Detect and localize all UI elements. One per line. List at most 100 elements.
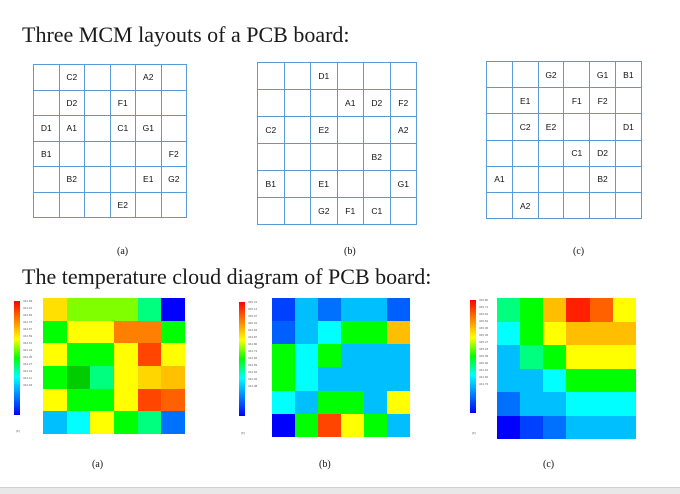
legend-ticks-c: 345.80 345.71 345.62 345.54 345.45 345.36 345.…	[479, 297, 488, 388]
layout-grid-c: G2 G1 B1 E1 F1 F2 C2 E2 D1 C1 D2 A1 B2 A2	[486, 61, 642, 220]
heatmap-cell	[66, 365, 91, 389]
heatmap-cell	[387, 390, 410, 414]
layout-cell	[512, 62, 539, 89]
heatmap-cell	[387, 413, 410, 437]
layout-cell	[258, 198, 285, 225]
legend-tick-label: 344.99	[23, 299, 33, 303]
heatmap-cell	[318, 413, 341, 437]
legend-tick-label: 344.67	[23, 327, 33, 331]
legend-tick-label: 345.71	[479, 305, 489, 309]
heatmap-cell	[66, 320, 91, 344]
heatmap-cell	[543, 392, 567, 416]
heatmap-cell	[161, 365, 185, 389]
heatmap-b	[272, 298, 410, 437]
legend-tick-label: 344.91	[479, 368, 489, 372]
color-legend-b	[239, 302, 245, 416]
layout-cell: C1	[364, 198, 391, 225]
legend-tick-label: 344.73	[248, 349, 258, 353]
heatmap-cell	[566, 392, 590, 416]
layout-cell: D1	[615, 114, 642, 141]
heatmap-cell	[43, 320, 67, 344]
layout-cell	[615, 192, 642, 220]
heatmap-cell	[341, 298, 364, 322]
heatmap-cell	[272, 390, 295, 414]
layout-cell	[390, 63, 417, 90]
heatmap-cell	[520, 298, 544, 322]
heatmap-cell	[543, 298, 567, 322]
layout-cell: C2	[258, 117, 285, 144]
legend-tick-label: 345.18	[479, 347, 489, 351]
legend-tick-label: 344.11	[23, 376, 32, 380]
heatmap-cell	[90, 343, 114, 366]
heatmap-cell	[90, 365, 114, 389]
heatmap-cell	[272, 367, 295, 391]
layout-cell	[512, 166, 539, 193]
heatmap-cell	[66, 388, 91, 412]
legend-tick-label: 345.14	[248, 307, 258, 311]
legend-unit-c: [K]	[472, 431, 476, 435]
layout-cell: B1	[258, 171, 285, 198]
layout-cell: F1	[564, 88, 591, 115]
legend-tick-label: 344.87	[248, 335, 258, 339]
heatmap-cell	[318, 298, 341, 322]
layout-caption-c: (c)	[573, 246, 585, 257]
heatmap-cell	[589, 415, 613, 439]
legend-tick-label: 345.21	[248, 300, 258, 304]
layout-cell: D1	[34, 116, 60, 142]
layout-cell: A2	[136, 65, 162, 91]
legend-tick-label: 344.91	[23, 306, 33, 310]
layout-cell: B2	[590, 166, 616, 193]
heatmap-cell	[612, 392, 636, 416]
layout-cell: B1	[615, 62, 642, 89]
layout-cell	[284, 117, 311, 144]
heatmap-cell	[137, 320, 162, 344]
layout-cell	[390, 198, 417, 225]
heatmap-cell	[387, 344, 410, 368]
layout-caption-b: (b)	[344, 246, 356, 257]
layout-cell	[538, 166, 565, 193]
heatmap-cell	[137, 388, 162, 412]
layout-cell	[337, 171, 364, 198]
layout-cell: C2	[59, 65, 85, 91]
heatmap-cell	[364, 413, 387, 437]
legend-tick-label: 344.03	[23, 383, 33, 387]
heatmap-cell	[612, 321, 636, 345]
legend-tick-label: 345.27	[479, 340, 489, 344]
layout-cell	[487, 88, 513, 115]
layout-cell	[590, 192, 616, 220]
layout-cell	[337, 144, 364, 171]
legend-tick-label: 344.83	[23, 313, 33, 317]
heatmap-cell	[113, 320, 138, 344]
heatmap-cell	[161, 298, 185, 321]
layout-cell: F2	[390, 90, 417, 117]
layout-cell	[85, 141, 111, 167]
heatmap-cell	[520, 345, 544, 369]
heatmap-cell	[318, 390, 341, 414]
legend-tick-label: 345.45	[479, 326, 489, 330]
layout-cell: A2	[512, 192, 539, 220]
heatmap-cell	[566, 321, 590, 345]
layout-cell	[538, 140, 565, 167]
layout-cell: G1	[390, 171, 417, 198]
heatmap-cell	[318, 344, 341, 368]
legend-tick-label: 344.27	[23, 362, 33, 366]
layout-cell: B2	[59, 167, 85, 193]
heatmap-cell	[364, 321, 387, 345]
legend-tick-label: 344.38	[248, 384, 258, 388]
heatmap-cell	[161, 343, 185, 366]
heatmap-cell	[295, 298, 318, 322]
legend-tick-label: 344.43	[23, 348, 33, 352]
layout-cell: A1	[487, 166, 513, 193]
layout-cell	[311, 144, 338, 171]
layout-cell	[564, 192, 591, 220]
legend-ticks-b: 345.21 345.14 345.07 345.01 344.94 344.87 344.…	[248, 299, 257, 390]
layout-cell	[85, 65, 111, 91]
layout-cell	[161, 65, 187, 91]
heatmap-cell	[497, 368, 521, 392]
layout-cell	[110, 141, 136, 167]
layout-cell	[284, 171, 311, 198]
heatmap-cell	[161, 411, 185, 434]
layout-cell	[284, 144, 311, 171]
legend-tick-label: 344.75	[23, 320, 33, 324]
layout-cell	[85, 90, 111, 116]
